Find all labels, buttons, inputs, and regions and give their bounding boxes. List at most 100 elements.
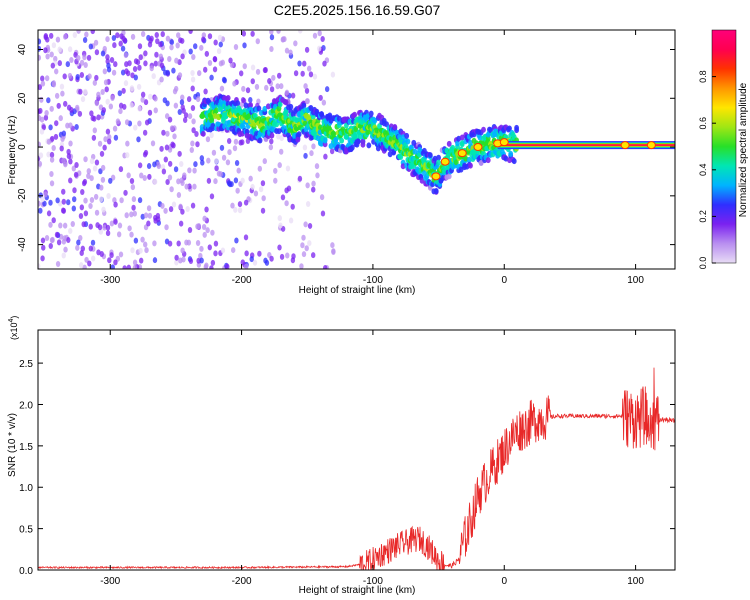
heatmap-cell	[225, 159, 231, 166]
heatmap-cell	[199, 245, 204, 252]
heatmap-cell	[234, 160, 240, 167]
heatmap-cell	[314, 163, 320, 170]
snr-panel: -300 -200 -100 0 100 0.0 0.5 1.0 1.5 2.0 2.5 Heig…	[7, 316, 676, 596]
figure-title: C2E5.2025.156.16.59.G07	[274, 2, 441, 18]
heatmap-cell	[153, 60, 159, 67]
heatmap-cell	[45, 53, 50, 60]
heatmap-cell	[207, 244, 212, 251]
heatmap-cell	[140, 91, 146, 98]
heatmap-cell	[239, 70, 244, 77]
heatmap-cell	[165, 69, 170, 76]
heatmap-cell	[46, 151, 51, 158]
heatmap-cell	[192, 183, 197, 190]
heatmap-cell	[154, 31, 159, 38]
y-tick-label: 0.0	[19, 566, 33, 577]
heatmap-cell	[80, 96, 86, 103]
heatmap-cell	[190, 85, 195, 92]
heatmap-cell	[164, 113, 170, 120]
heatmap-cell	[179, 177, 184, 184]
heatmap-cell	[62, 222, 68, 229]
heatmap-cell	[248, 175, 253, 182]
heatmap-cell	[183, 112, 189, 119]
heatmap-cell	[177, 108, 182, 115]
heatmap-cell	[398, 153, 404, 160]
heatmap-cell	[55, 261, 61, 268]
heatmap-cell	[48, 199, 53, 206]
heatmap-cell	[218, 41, 223, 48]
heatmap-cell	[44, 109, 49, 116]
heatmap-cell	[284, 89, 290, 96]
snr-plot-area	[38, 330, 675, 570]
heatmap-cell	[255, 38, 260, 45]
heatmap-cell	[176, 240, 181, 247]
heatmap-cell	[235, 100, 241, 107]
heatmap-cell	[119, 197, 124, 204]
heatmap-cell	[164, 144, 170, 151]
heatmap-cell	[304, 245, 309, 252]
heatmap-cell	[466, 156, 472, 163]
colorbar-frame	[711, 29, 737, 264]
heatmap-cell	[508, 150, 514, 157]
heatmap-cell	[135, 59, 141, 66]
heatmap-cell	[264, 259, 270, 266]
heatmap-cell	[499, 138, 509, 147]
heatmap-cell	[170, 141, 175, 148]
heatmap-cell	[38, 200, 41, 207]
heatmap-cell	[277, 215, 282, 222]
heatmap-cell	[102, 68, 108, 75]
heatmap-cell	[237, 201, 243, 208]
heatmap-cell	[178, 203, 183, 210]
heatmap-cell	[49, 105, 54, 112]
heatmap-cell	[485, 157, 491, 164]
heatmap-cell	[279, 135, 284, 142]
heatmap-cell	[195, 141, 200, 148]
heatmap-cell	[268, 144, 274, 151]
heatmap-cell	[66, 148, 71, 155]
heatmap-cell	[56, 239, 62, 246]
heatmap-cell	[339, 137, 345, 144]
heatmap-cell	[306, 65, 312, 72]
heatmap-cell	[301, 234, 306, 241]
heatmap-cell	[48, 32, 54, 39]
heatmap-cell	[76, 239, 81, 246]
heatmap-cell	[96, 91, 101, 98]
heatmap-cell	[53, 133, 59, 140]
heatmap-cell	[190, 69, 195, 76]
heatmap-cell	[38, 84, 43, 91]
heatmap-cell	[161, 168, 167, 175]
colorbar-tick-label: 0.0	[698, 257, 708, 270]
heatmap-cell	[60, 90, 65, 97]
heatmap-cell	[143, 50, 148, 57]
heatmap-cell	[130, 33, 136, 40]
heatmap-cell	[243, 199, 249, 206]
heatmap-cell	[459, 141, 465, 148]
x-tick-label: 0	[501, 275, 507, 286]
heatmap-cell	[92, 79, 98, 86]
heatmap-cell	[279, 148, 284, 155]
heatmap-cell	[118, 251, 124, 258]
heatmap-cell	[296, 131, 302, 138]
heatmap-cell	[279, 253, 285, 260]
heatmap-cell	[331, 249, 336, 256]
heatmap-cell	[419, 177, 425, 184]
heatmap-cell	[150, 140, 156, 147]
heatmap-cell	[46, 210, 52, 217]
heatmap-cell	[63, 100, 68, 107]
heatmap-cell	[49, 151, 55, 158]
heatmap-cell	[319, 140, 324, 147]
heatmap-cell	[77, 110, 83, 117]
heatmap-cell	[121, 87, 126, 94]
heatmap-cell	[116, 231, 122, 238]
heatmap-cell	[88, 43, 94, 50]
heatmap-cell	[76, 30, 81, 34]
heatmap-cell	[250, 183, 255, 190]
heatmap-cell	[329, 148, 335, 155]
heatmap-cell	[146, 220, 151, 227]
heatmap-cell	[61, 188, 66, 195]
heatmap-cell	[51, 217, 56, 224]
heatmap-cell	[192, 167, 197, 174]
heatmap-cell	[317, 30, 322, 37]
heatmap-cell	[352, 111, 358, 118]
heatmap-cell	[209, 74, 214, 81]
heatmap-cell	[188, 257, 194, 264]
